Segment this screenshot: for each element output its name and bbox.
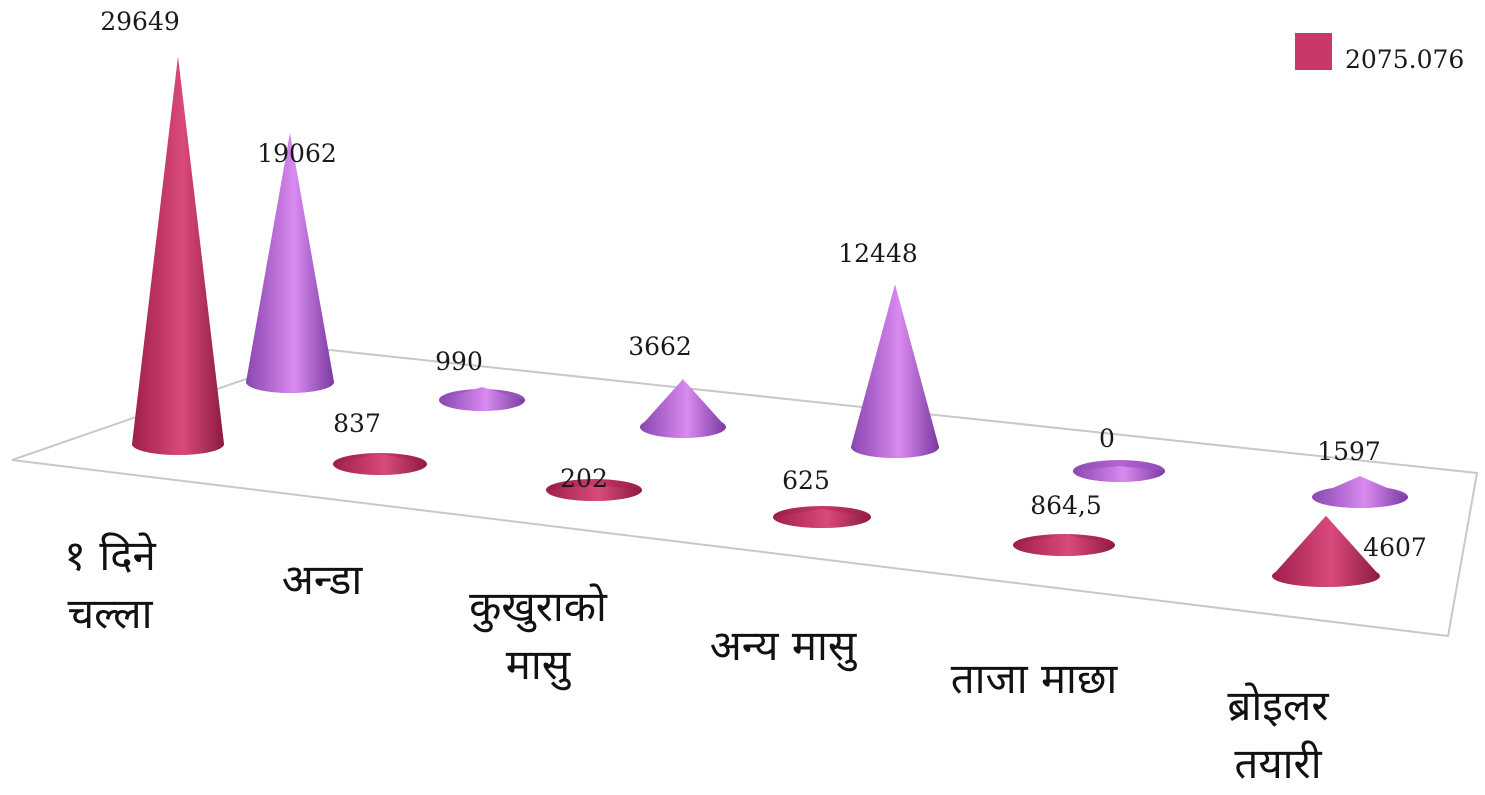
category-label: ब्रोइलर तयारी — [1227, 681, 1329, 788]
category-label: अन्य मासु — [710, 621, 858, 672]
cone-series2 — [851, 284, 939, 458]
cone-series1 — [1272, 515, 1380, 587]
category-label: १ दिने चल्ला — [64, 531, 156, 638]
cone-series2 — [246, 132, 334, 393]
data-label: 202 — [560, 464, 608, 493]
cone-series1 — [773, 506, 871, 528]
cone-series1 — [132, 56, 224, 455]
data-label: 625 — [782, 466, 830, 495]
cone-series2 — [439, 387, 525, 411]
data-label: 1597 — [1317, 437, 1381, 466]
cone-series1 — [1013, 533, 1115, 556]
cone-series2 — [640, 379, 726, 438]
data-label: 0 — [1099, 424, 1115, 453]
data-label: 19062 — [257, 139, 337, 168]
cone-series1 — [546, 479, 642, 501]
data-label: 3662 — [628, 332, 692, 361]
data-label: 12448 — [838, 239, 918, 268]
data-label: 864,5 — [1030, 491, 1102, 520]
legend-label: 2075.076 — [1345, 45, 1464, 74]
category-label: ताजा माछा — [951, 654, 1119, 703]
chart-floor — [11, 348, 1479, 638]
legend-swatch — [1295, 33, 1332, 70]
data-label: 29649 — [100, 7, 180, 36]
data-label: 837 — [333, 409, 381, 438]
legend: 2075.076 — [1295, 33, 1464, 74]
data-label: 4607 — [1363, 533, 1427, 562]
category-label: अन्डा — [282, 555, 364, 604]
cone-series1 — [333, 453, 427, 475]
category-label: कुखुराको मासु — [469, 582, 608, 691]
cone-series2 — [1073, 460, 1165, 482]
cone-series2 — [1312, 476, 1408, 508]
data-label: 990 — [435, 347, 483, 376]
